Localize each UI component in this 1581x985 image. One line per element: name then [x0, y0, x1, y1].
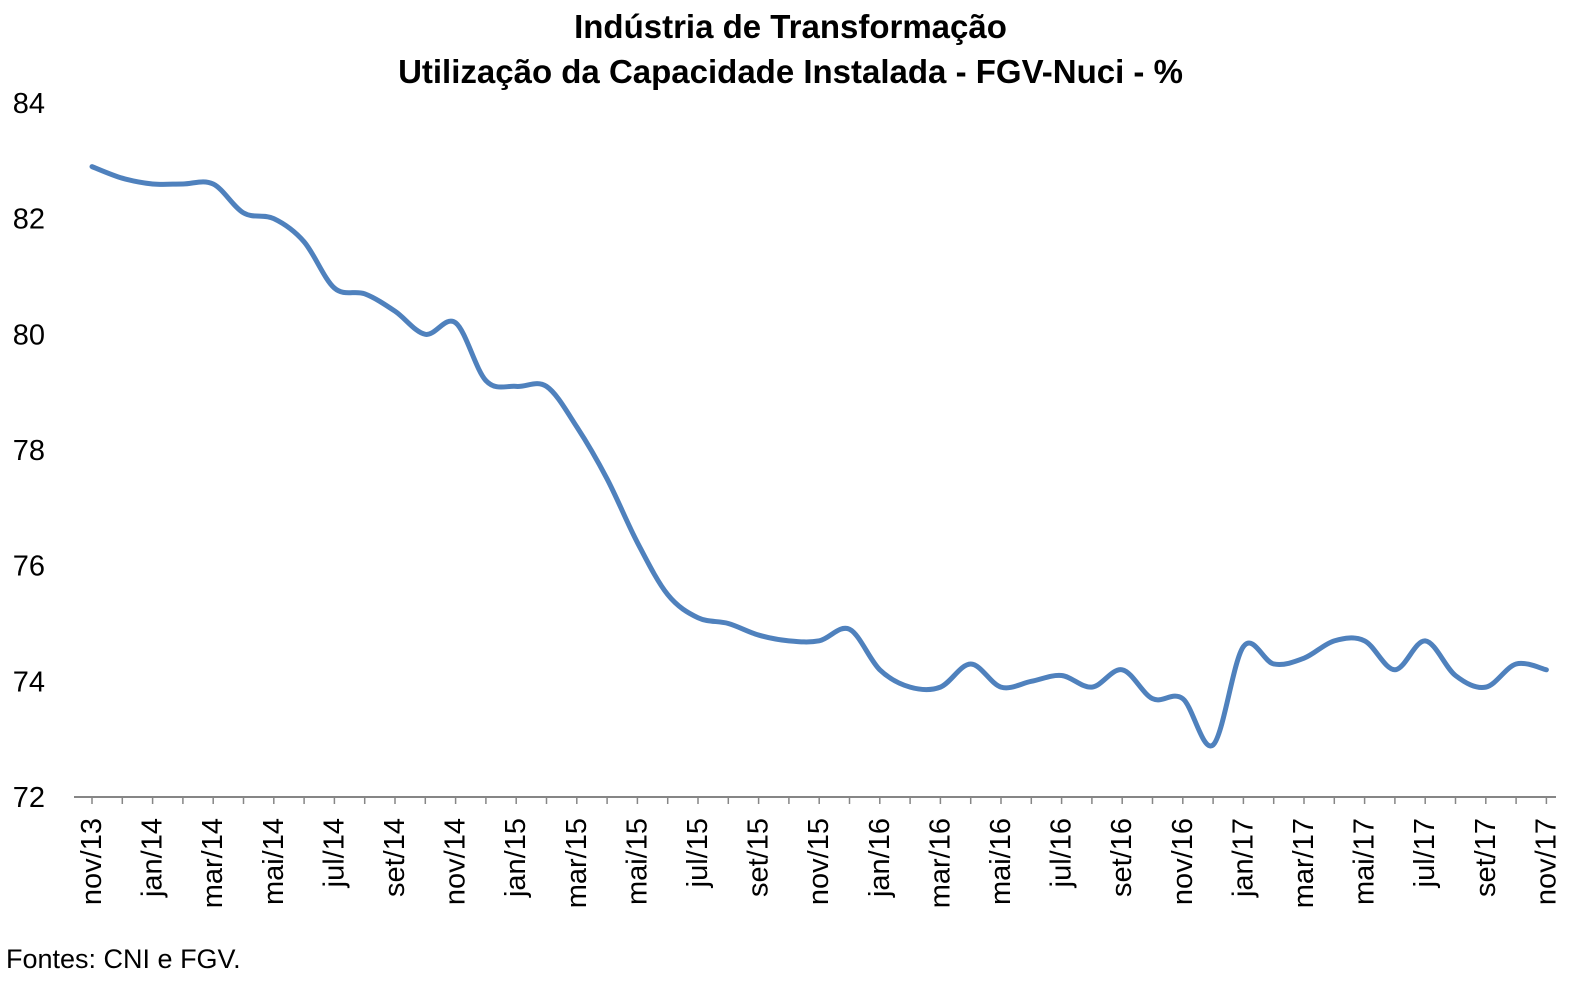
- y-tick-label: 84: [13, 88, 45, 120]
- chart-subtitle: Utilização da Capacidade Instalada - FGV…: [398, 53, 1183, 90]
- x-tick-label: jul/17: [1409, 818, 1441, 888]
- x-tick-label: mai/14: [258, 818, 290, 905]
- y-tick-label: 74: [13, 666, 45, 698]
- x-tick-label: nov/16: [1167, 818, 1199, 905]
- x-tick-label: jul/15: [682, 818, 714, 888]
- y-tick-label: 82: [13, 204, 45, 236]
- y-tick-label: 76: [13, 551, 45, 583]
- x-tick-label: jan/16: [864, 818, 896, 898]
- x-tick-label: set/15: [743, 818, 775, 897]
- x-tick-label: mai/15: [621, 818, 653, 905]
- x-tick-label: nov/13: [76, 818, 108, 905]
- x-tick-label: mar/17: [1288, 818, 1320, 908]
- x-tick-label: mai/16: [985, 818, 1017, 905]
- x-tick-label: nov/15: [803, 818, 835, 905]
- x-tick-label: set/16: [1106, 818, 1138, 897]
- x-tick-label: nov/17: [1530, 818, 1562, 905]
- y-tick-label: 80: [13, 319, 45, 351]
- series-line: [89, 164, 1549, 749]
- y-tick-label: 72: [13, 782, 45, 814]
- x-tick-label: set/14: [379, 818, 411, 897]
- x-tick-label: jan/14: [137, 818, 169, 898]
- chart-title-block: Indústria de Transformação Utilização da…: [0, 4, 1581, 94]
- x-tick-label: mar/15: [561, 818, 593, 908]
- x-tick-label: jan/17: [1227, 818, 1259, 898]
- y-axis-tick-labels: 72 74 76 78 80 82 84: [13, 88, 45, 814]
- x-tick-label: jul/14: [318, 818, 350, 888]
- x-axis-tick-marks: [91, 797, 1548, 804]
- x-axis-tick-labels: nov/13 jan/14 mar/14 mai/14 jul/14 set/14 nov/…: [76, 818, 1562, 908]
- y-tick-label: 78: [13, 435, 45, 467]
- x-tick-label: nov/14: [440, 818, 472, 905]
- x-tick-label: mar/16: [924, 818, 956, 908]
- x-tick-label: mar/14: [197, 818, 229, 908]
- x-tick-label: set/17: [1470, 818, 1502, 897]
- x-tick-label: mai/17: [1349, 818, 1381, 905]
- x-tick-label: jul/16: [1046, 818, 1078, 888]
- source-note: Fontes: CNI e FGV.: [6, 944, 241, 974]
- chart-title: Indústria de Transformação: [574, 8, 1007, 45]
- x-tick-label: jan/15: [500, 818, 532, 898]
